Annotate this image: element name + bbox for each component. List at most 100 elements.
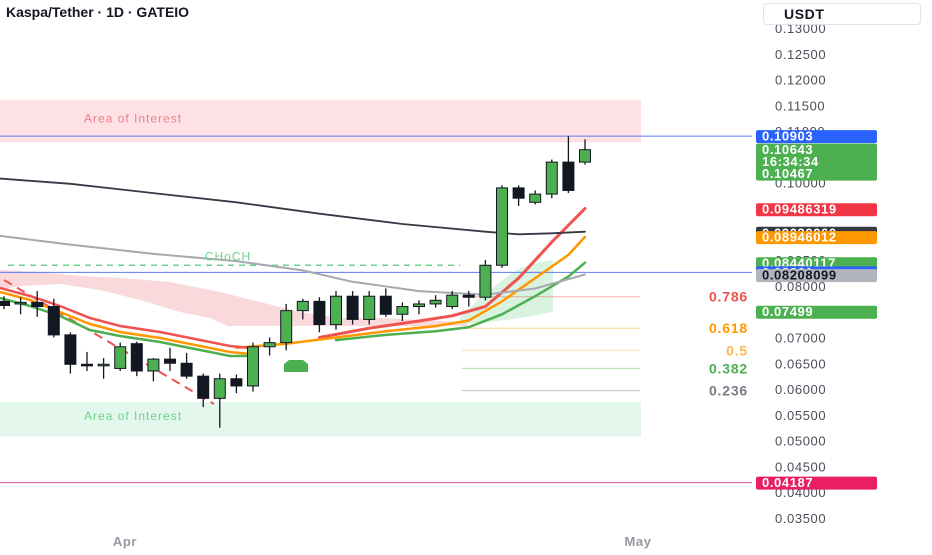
candle — [197, 373, 210, 408]
candle — [330, 291, 342, 330]
price-tag-label: 0.08946012 — [762, 230, 837, 245]
price-tag: 0.08946012 — [756, 230, 877, 245]
price-tag-bg — [756, 269, 877, 283]
ema-green-left — [0, 296, 250, 358]
lines-layer — [0, 135, 752, 484]
x-tick-label: Apr — [113, 534, 137, 549]
candle — [296, 298, 309, 320]
candle — [446, 291, 459, 310]
price-tag-bg — [756, 476, 877, 490]
sma-grey-line — [0, 234, 586, 296]
fib-label: 0.236 — [709, 383, 748, 399]
candle-body — [330, 295, 342, 326]
price-tag-label: 0.10643 — [762, 142, 813, 157]
candle — [313, 297, 326, 333]
candle — [280, 303, 293, 351]
bullish-marker — [284, 360, 308, 372]
price-tag: 0.10903 — [756, 129, 877, 144]
candle — [462, 291, 475, 307]
candle — [346, 291, 359, 325]
candle-body — [496, 187, 508, 266]
candle — [47, 298, 60, 338]
y-tick-label: 0.06000 — [775, 382, 826, 397]
candle-body — [81, 363, 93, 367]
candle — [562, 136, 575, 194]
fib-label: 0.618 — [709, 320, 748, 336]
zones-layer — [0, 100, 641, 437]
candle-body — [529, 193, 542, 203]
candle — [545, 159, 558, 199]
candle — [529, 190, 542, 205]
candle-body — [164, 358, 176, 364]
candle-body — [247, 346, 259, 387]
fib-label: 0.5 — [726, 342, 748, 358]
y-tick-label: 0.04500 — [775, 459, 826, 474]
price-tag-label: 0.07499 — [762, 304, 813, 319]
candle-body — [429, 299, 442, 305]
currency-button-label: USDT — [784, 6, 825, 22]
candle-body — [396, 306, 409, 315]
candle — [496, 185, 508, 268]
y-tick-label: 0.06500 — [775, 356, 826, 371]
candle-body — [0, 300, 10, 306]
candle — [164, 347, 176, 371]
ema-orange-line — [235, 235, 587, 350]
time-axis[interactable]: Apr May — [113, 534, 652, 549]
price-tag-extra: 0.10467 — [762, 166, 813, 181]
candle — [0, 296, 10, 310]
price-tag: 0.07499 — [756, 304, 877, 319]
candle — [97, 358, 110, 379]
price-tag-bg — [756, 231, 877, 245]
price-tag-bg — [756, 143, 877, 181]
candle-body — [47, 306, 60, 336]
candle — [247, 342, 259, 392]
price-tag-bg — [756, 305, 877, 319]
candle-body — [97, 363, 110, 367]
candle-body — [296, 300, 309, 312]
candle-body — [213, 378, 226, 399]
candle-body — [14, 301, 27, 305]
candle-body — [64, 334, 77, 365]
price-tag-bg — [756, 203, 877, 217]
candle-body — [379, 295, 392, 315]
price-tag-label: 0.04187 — [762, 475, 813, 490]
candle — [130, 341, 143, 377]
currency-button[interactable]: USDT — [763, 3, 921, 25]
ema-red-left — [0, 286, 251, 350]
y-tick-label: 0.08000 — [775, 279, 826, 294]
candle-body — [512, 187, 525, 199]
candle — [579, 139, 591, 165]
price-tag: 0.08208099 — [756, 268, 877, 283]
price-tag: 0.09486319 — [756, 202, 877, 217]
candle-body — [363, 295, 376, 320]
choch-label: CHoCH — [205, 249, 251, 263]
candle — [512, 185, 525, 206]
candle — [64, 332, 77, 374]
sma-dark-line — [0, 177, 586, 236]
candle — [147, 358, 160, 382]
ema-red-line — [317, 207, 587, 339]
trend-line — [3, 279, 215, 405]
y-tick-label: 0.03500 — [775, 511, 826, 526]
candle-body — [31, 301, 44, 308]
x-tick-label: May — [624, 534, 651, 549]
labels-layer: Area of Interest Area of Interest 0.786 0.6… — [84, 111, 748, 423]
candles-layer — [0, 136, 591, 428]
candle — [213, 373, 226, 428]
candle-body — [230, 378, 243, 387]
candle-body — [263, 342, 276, 348]
candle — [396, 302, 409, 321]
y-tick-label: 0.07000 — [775, 330, 826, 345]
candle — [81, 351, 93, 371]
candle — [363, 291, 376, 325]
candle — [413, 300, 425, 315]
price-tag: 0.04187 — [756, 475, 877, 490]
candle-body — [579, 149, 591, 163]
price-tag-extra: 16:34:34 — [762, 154, 819, 169]
candle-body — [562, 161, 575, 191]
y-tick-label: 0.05000 — [775, 434, 826, 449]
